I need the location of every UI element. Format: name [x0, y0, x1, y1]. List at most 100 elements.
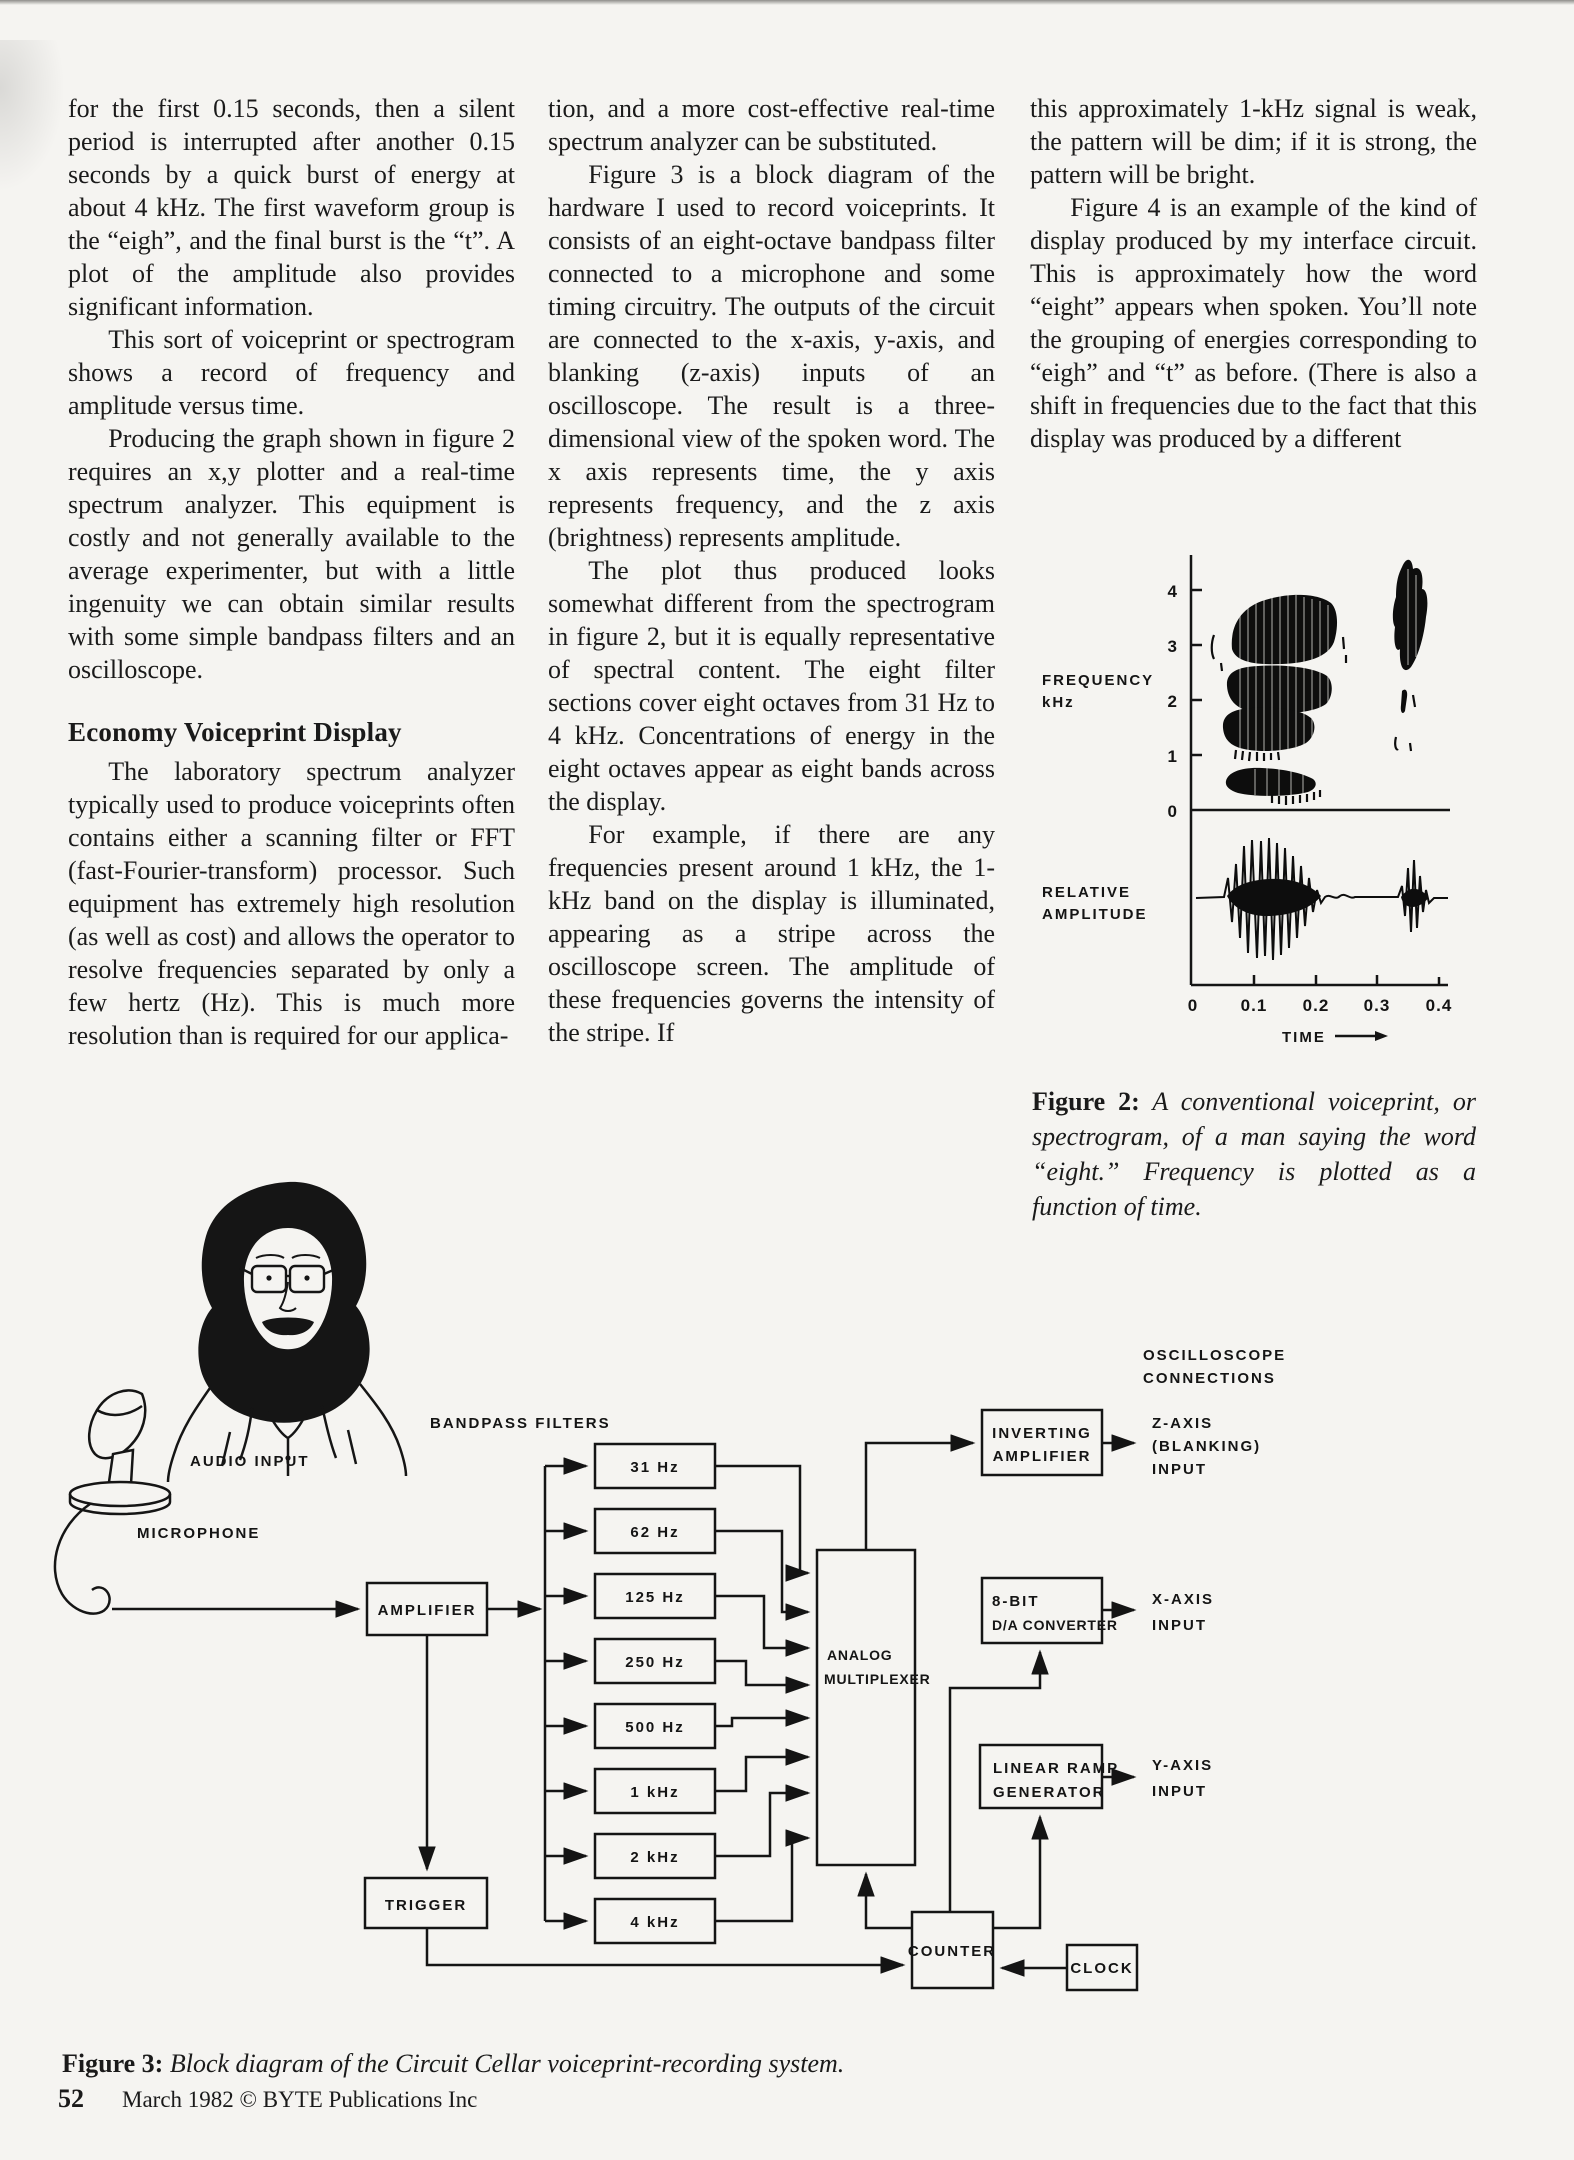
trigger-box: [363, 1876, 489, 1930]
y-axis-label-1: Y-AXIS: [1152, 1757, 1213, 1774]
fig2-axes: [1189, 555, 1450, 987]
filter-box-2khz: [593, 1832, 717, 1880]
inverting-amplifier-label-1: INVERTING: [992, 1425, 1092, 1442]
section-heading: Economy Voiceprint Display: [68, 717, 402, 747]
y-axis-label-2: INPUT: [1152, 1783, 1207, 1800]
analog-multiplexer-label-2: MULTIPLEXER: [824, 1671, 931, 1687]
fig3-connection-lines: [112, 1434, 1137, 1977]
svg-text:kHz: kHz: [1042, 694, 1075, 711]
time-arrow-icon: [1335, 1031, 1388, 1041]
trigger-label: TRIGGER: [385, 1897, 467, 1914]
counter-box: [910, 1910, 995, 1990]
body-paragraph: tion, and a more cost-effective real-tim…: [548, 94, 995, 156]
svg-text:0.4: 0.4: [1426, 996, 1453, 1015]
page-number: 52: [58, 2084, 84, 2113]
body-paragraph: Figure 3 is a block diagram of the hardw…: [548, 160, 995, 552]
filter-box-125hz: [593, 1572, 717, 1620]
svg-text:AMPLITUDE: AMPLITUDE: [1042, 906, 1148, 923]
figure3-block-diagram: AUDIO INPUT MICROPHONE BANDPASS FILTERS …: [53, 1181, 1286, 1992]
filter-label-4khz: 4 kHz: [630, 1914, 679, 1931]
z-axis-label-2: (BLANKING): [1152, 1438, 1261, 1455]
svg-text:0: 0: [1168, 802, 1178, 821]
body-paragraph: The laboratory spectrum analyzer typical…: [68, 757, 515, 1050]
svg-text:1: 1: [1168, 747, 1178, 766]
text-column-3: this approximately 1-kHz signal is weak,…: [1030, 92, 1477, 455]
clock-label: CLOCK: [1070, 1960, 1133, 1977]
svg-text:3: 3: [1168, 637, 1178, 656]
body-paragraph: For example, if there are any frequencie…: [548, 820, 995, 1047]
svg-text:TIME: TIME: [1282, 1029, 1326, 1046]
text-column-2: tion, and a more cost-effective real-tim…: [548, 92, 995, 1049]
filter-label-2khz: 2 kHz: [630, 1849, 679, 1866]
inverting-amplifier-box: [980, 1408, 1104, 1477]
linear-ramp-label-2: GENERATOR: [993, 1784, 1105, 1801]
body-paragraph: this approximately 1-kHz signal is weak,…: [1030, 94, 1477, 189]
body-paragraph: for the first 0.15 seconds, then a silen…: [68, 94, 515, 321]
fig2-spectrogram-blobs: [1222, 559, 1428, 796]
filter-label-62hz: 62 Hz: [630, 1524, 679, 1541]
body-paragraph: Figure 4 is an example of the kind of di…: [1030, 193, 1477, 453]
glasses-icon: [239, 1264, 339, 1294]
filter-box-31hz: [593, 1442, 717, 1490]
x-axis-label-1: X-AXIS: [1152, 1591, 1214, 1608]
filter-box-4khz: [593, 1897, 717, 1945]
filter-box-500hz: [593, 1702, 717, 1750]
x-axis-label-2: INPUT: [1152, 1617, 1207, 1634]
page-footer: 52 March 1982 © BYTE Publications Inc: [58, 2084, 477, 2114]
svg-text:0.1: 0.1: [1241, 996, 1268, 1015]
svg-text:4: 4: [1168, 582, 1178, 601]
figure3-caption: Figure 3: Block diagram of the Circuit C…: [62, 2046, 1262, 2081]
figure2-caption-text: A conventional voiceprint, or spectrogra…: [1032, 1087, 1476, 1221]
svg-text:RELATIVE: RELATIVE: [1042, 884, 1131, 901]
clock-box: [1065, 1943, 1139, 1992]
dac-box: [980, 1576, 1104, 1645]
svg-text:0.2: 0.2: [1303, 996, 1330, 1015]
filter-label-250hz: 250 Hz: [625, 1654, 685, 1671]
svg-text:2: 2: [1168, 692, 1178, 711]
body-paragraph: The plot thus produced looks somewhat di…: [548, 556, 995, 816]
body-paragraph: Producing the graph shown in figure 2 re…: [68, 424, 515, 684]
filter-label-125hz: 125 Hz: [625, 1589, 685, 1606]
dac-label-1: 8-BIT: [992, 1593, 1040, 1610]
amplifier-label: AMPLIFIER: [378, 1602, 477, 1619]
amplifier-box: [365, 1581, 489, 1637]
svg-text:0.3: 0.3: [1364, 996, 1391, 1015]
figure2-spectrogram-chart: 4 3 2 1 0 0 0.1 0.2 0.3 0.4 FREQUENCY kH…: [1042, 555, 1453, 1046]
z-axis-label-3: INPUT: [1152, 1461, 1207, 1478]
fig2-axis-titles: FREQUENCY kHz RELATIVE AMPLITUDE TIME: [1042, 672, 1326, 1046]
microphone-label: MICROPHONE: [137, 1525, 260, 1542]
body-paragraph: This sort of voiceprint or spectrogram s…: [68, 325, 515, 420]
text-column-1: for the first 0.15 seconds, then a silen…: [68, 92, 515, 1052]
audio-input-label: AUDIO INPUT: [190, 1453, 310, 1470]
filter-label-500hz: 500 Hz: [625, 1719, 685, 1736]
linear-ramp-generator-box: [978, 1743, 1104, 1810]
microphone-illustration: [53, 1389, 172, 1615]
microphone-cable: [53, 1502, 111, 1615]
svg-text:FREQUENCY: FREQUENCY: [1042, 672, 1154, 689]
analog-multiplexer-box: [815, 1548, 917, 1867]
analog-multiplexer-label-1: ANALOG: [827, 1647, 892, 1663]
z-axis-label-1: Z-AXIS: [1152, 1415, 1213, 1432]
filter-box-1khz: [593, 1767, 717, 1815]
fig2-time-tick-labels: 0 0.1 0.2 0.3 0.4: [1188, 996, 1453, 1015]
filter-box-62hz: [593, 1507, 717, 1555]
filter-box-250hz: [593, 1637, 717, 1685]
bandpass-filters-title: BANDPASS FILTERS: [430, 1415, 611, 1432]
filter-label-1khz: 1 kHz: [630, 1784, 679, 1801]
svg-text:0: 0: [1188, 996, 1198, 1015]
inverting-amplifier-label-2: AMPLIFIER: [993, 1448, 1092, 1465]
publication-credit: March 1982 © BYTE Publications Inc: [122, 2087, 478, 2112]
fig2-spectrogram-fringe-marks: [1210, 634, 1417, 805]
fig2-freq-tick-labels: 4 3 2 1 0: [1168, 582, 1178, 821]
speaker-portrait-illustration: [166, 1181, 408, 1483]
figure3-caption-label: Figure 3:: [62, 2049, 164, 2078]
figure2-caption: Figure 2: A conventional voiceprint, or …: [1032, 1084, 1476, 1224]
counter-label: COUNTER: [908, 1943, 996, 1960]
figure2-caption-label: Figure 2:: [1032, 1087, 1140, 1116]
dac-label-2: D/A CONVERTER: [992, 1617, 1118, 1633]
filter-label-31hz: 31 Hz: [630, 1459, 679, 1476]
fig2-spectrogram-striations: [1239, 569, 1417, 796]
oscilloscope-connections-title-2: CONNECTIONS: [1143, 1370, 1276, 1387]
oscilloscope-connections-title-1: OSCILLOSCOPE: [1143, 1347, 1286, 1364]
